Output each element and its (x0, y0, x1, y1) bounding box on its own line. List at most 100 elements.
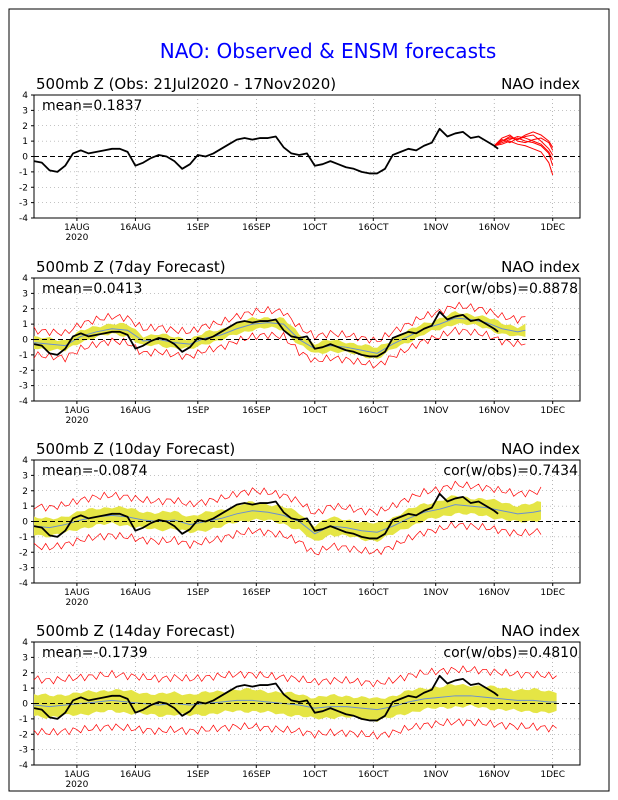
panel-title: 500mb Z (7day Forecast) (36, 258, 226, 276)
x-tick-label: 1NOV (423, 406, 449, 416)
chart-panel-1: 500mb Z (Obs: 21Jul2020 - 17Nov2020) NAO … (19, 75, 581, 243)
x-tick-label: 1SEP (187, 770, 210, 780)
panel-title: 500mb Z (Obs: 21Jul2020 - 17Nov2020) (36, 75, 336, 93)
forecast-member-line (493, 137, 554, 166)
member-envelope-lower (33, 521, 542, 556)
x-tick-label: 16NOV (479, 770, 511, 780)
member-envelope-upper (33, 480, 542, 516)
forecast-member-line (494, 135, 554, 160)
y-tick-label: 1 (22, 320, 28, 330)
y-tick-label: 3 (22, 471, 28, 481)
y-tick-label: -3 (19, 382, 28, 392)
x-tick-label: 1OCT (303, 223, 328, 233)
x-tick-label: 1SEP (187, 588, 210, 598)
y-tick-label: 0 (22, 518, 28, 528)
y-tick-label: 4 (22, 638, 28, 648)
x-tick-label: 16OCT (358, 770, 389, 780)
x-tick-label: 16SEP (242, 223, 271, 233)
nao-index-label: NAO index (501, 75, 580, 93)
mean-label: mean=-0.1739 (42, 645, 147, 661)
x-tick-label: 1DEC (540, 223, 565, 233)
y-tick-label: -1 (19, 715, 28, 725)
panel-title: 500mb Z (14day Forecast) (36, 622, 235, 640)
y-tick-label: 0 (22, 336, 28, 346)
x-tick-label: 1OCT (303, 406, 328, 416)
ensemble-mean-line (33, 317, 526, 354)
chart-panel-2: 500mb Z (7day Forecast) NAO index 4 3 2 1 0 -1 -… (19, 258, 581, 426)
x-tick-label: 16AUG (120, 770, 151, 780)
x-tick-label: 1NOV (423, 223, 449, 233)
x-tick-label: 1AUG (64, 406, 89, 416)
spread-band (34, 495, 541, 543)
y-tick-label: 4 (22, 91, 28, 101)
y-tick-label: 1 (22, 502, 28, 512)
correlation-label: cor(w/obs)=0.7434 (443, 463, 578, 479)
y-tick-label: 4 (22, 456, 28, 466)
mean-label: mean=0.0413 (42, 281, 142, 297)
y-tick-label: -2 (19, 730, 28, 740)
x-tick-label: 16OCT (358, 406, 389, 416)
year-label: 2020 (65, 780, 88, 790)
y-tick-label: -3 (19, 199, 28, 209)
correlation-label: cor(w/obs)=0.8878 (443, 281, 578, 297)
x-tick-label: 1SEP (187, 406, 210, 416)
y-tick-label: -1 (19, 351, 28, 361)
chart-panels: 500mb Z (Obs: 21Jul2020 - 17Nov2020) NAO … (19, 75, 581, 790)
forecast-member-line (494, 140, 554, 176)
x-tick-label: 1DEC (540, 588, 565, 598)
y-tick-label: 0 (22, 153, 28, 163)
chart-panel-3: 500mb Z (10day Forecast) NAO index 4 3 2 1 0 -1… (19, 440, 581, 608)
x-tick-label: 16NOV (479, 223, 511, 233)
y-tick-label: -2 (19, 366, 28, 376)
nao-index-label: NAO index (501, 622, 580, 640)
x-tick-label: 1NOV (423, 770, 449, 780)
year-label: 2020 (65, 598, 88, 608)
x-tick-label: 16AUG (120, 223, 151, 233)
main-title: NAO: Observed & ENSM forecasts (160, 39, 497, 63)
spread-band (34, 311, 526, 359)
x-tick-label: 1NOV (423, 588, 449, 598)
x-tick-label: 1AUG (64, 588, 89, 598)
y-tick-label: 4 (22, 274, 28, 284)
y-tick-label: 1 (22, 137, 28, 147)
member-envelope-upper (33, 665, 557, 688)
panel-title: 500mb Z (10day Forecast) (36, 440, 235, 458)
member-envelope-upper (33, 301, 526, 344)
y-tick-label: -4 (19, 397, 28, 407)
y-tick-label: 1 (22, 684, 28, 694)
y-tick-label: 3 (22, 106, 28, 116)
y-tick-label: 3 (22, 653, 28, 663)
x-tick-label: 16SEP (242, 588, 271, 598)
member-envelope-lower (33, 326, 526, 369)
x-tick-label: 16SEP (242, 770, 271, 780)
y-tick-label: -2 (19, 548, 28, 558)
y-tick-label: -4 (19, 214, 28, 224)
observed-nao-line (33, 674, 499, 722)
x-tick-label: 16NOV (479, 588, 511, 598)
x-tick-label: 1DEC (540, 770, 565, 780)
x-tick-label: 16NOV (479, 406, 511, 416)
x-tick-label: 16SEP (242, 406, 271, 416)
spread-band (34, 683, 557, 723)
year-label: 2020 (65, 233, 88, 243)
x-tick-label: 16OCT (358, 223, 389, 233)
y-tick-label: 2 (22, 487, 28, 497)
observed-nao-line (33, 127, 499, 175)
mean-label: mean=0.1837 (42, 98, 142, 114)
x-tick-label: 1SEP (187, 223, 210, 233)
x-tick-label: 16AUG (120, 588, 151, 598)
mean-label: mean=-0.0874 (42, 463, 148, 479)
observed-nao-line (33, 310, 499, 358)
y-tick-label: 3 (22, 289, 28, 299)
x-tick-label: 1DEC (540, 406, 565, 416)
year-label: 2020 (65, 416, 88, 426)
y-tick-label: 2 (22, 669, 28, 679)
x-tick-label: 16AUG (120, 406, 151, 416)
x-tick-label: 1OCT (303, 770, 328, 780)
y-tick-label: -1 (19, 168, 28, 178)
y-tick-label: -3 (19, 746, 28, 756)
y-tick-label: -2 (19, 183, 28, 193)
member-envelope-lower (33, 718, 557, 740)
y-tick-label: -1 (19, 533, 28, 543)
